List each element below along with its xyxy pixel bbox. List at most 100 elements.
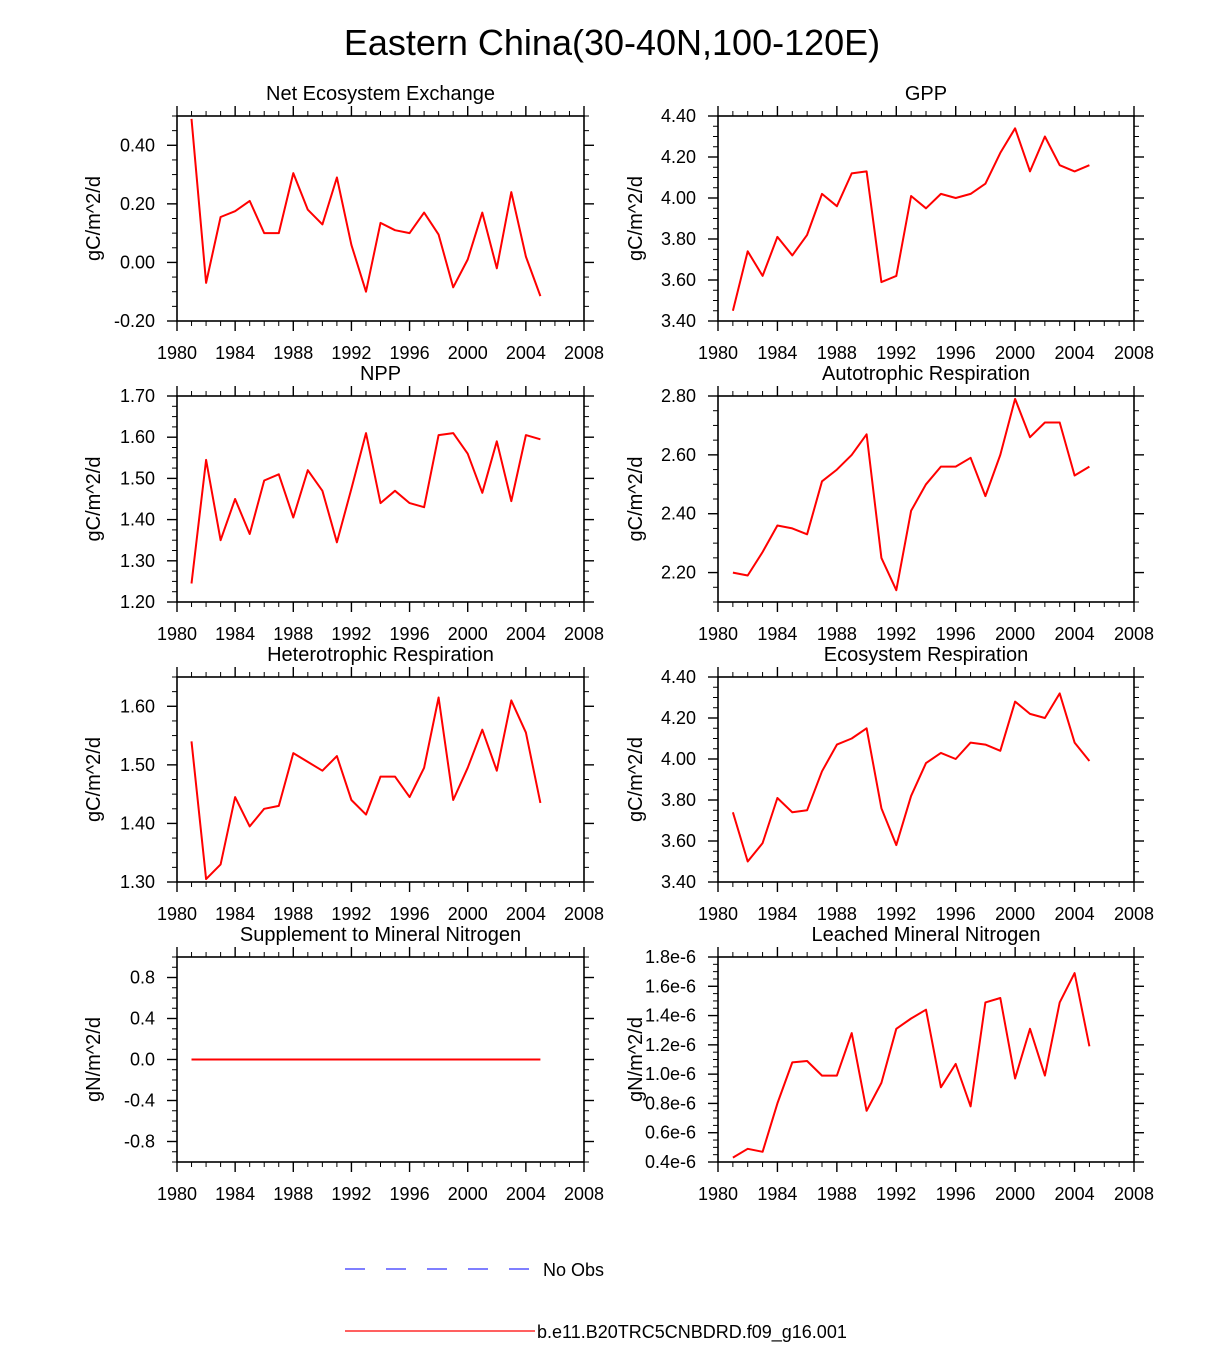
x-tick-label: 1980	[698, 624, 738, 644]
y-tick-label: 4.00	[661, 749, 696, 769]
legend-label: b.e11.B20TRC5CNBDRD.f09_g16.001	[537, 1322, 847, 1343]
x-tick-label: 1984	[215, 343, 255, 363]
legend: No Obs b.e11.B20TRC5CNBDRD.f09_g16.001	[345, 1260, 847, 1343]
x-tick-label: 1988	[817, 624, 857, 644]
y-tick-label: 1.30	[120, 872, 155, 892]
y-tick-label: 1.50	[120, 755, 155, 775]
series-line	[190, 432, 541, 584]
x-tick-label: 2008	[1114, 904, 1154, 924]
x-tick-label: 1988	[817, 343, 857, 363]
panel-title: Ecosystem Respiration	[824, 644, 1029, 666]
legend-item-2: b.e11.B20TRC5CNBDRD.f09_g16.001	[345, 1322, 847, 1343]
panel-title: Heterotrophic Respiration	[267, 644, 494, 666]
x-tick-label: 1980	[698, 343, 738, 363]
x-tick-label: 1992	[876, 624, 916, 644]
x-tick-label: 2004	[1055, 343, 1095, 363]
y-tick-label: 3.60	[661, 831, 696, 851]
y-tick-label: 4.40	[661, 106, 696, 126]
y-tick-label: 1.2e-6	[645, 1035, 696, 1055]
series-line	[190, 118, 542, 297]
x-tick-label: 1996	[390, 904, 430, 924]
x-tick-label: 1988	[273, 343, 313, 363]
y-tick-label: -0.8	[124, 1132, 155, 1152]
x-tick-label: 1984	[215, 904, 255, 924]
series-line	[732, 397, 1090, 592]
x-tick-label: 1992	[876, 1184, 916, 1204]
legend-item-1: No Obs	[345, 1260, 604, 1280]
x-tick-label: 1984	[757, 904, 797, 924]
y-tick-label: 1.60	[120, 696, 155, 716]
y-tick-label: 1.30	[120, 551, 155, 571]
x-tick-label: 2008	[1114, 1184, 1154, 1204]
x-tick-label: 1992	[331, 624, 371, 644]
panels: Net Ecosystem Exchange 1980 1984 1988 1992 19…	[83, 83, 1154, 1204]
chart-panel-2: GPP 1980 1984 1988 1992 1996 2000 2004 2008 3.40 3…	[625, 83, 1154, 363]
x-tick-label: 1992	[331, 904, 371, 924]
x-tick-label: 1996	[936, 624, 976, 644]
y-tick-label: 0.0	[130, 1050, 155, 1070]
x-tick-label: 2004	[1055, 1184, 1095, 1204]
y-tick-label: 3.80	[661, 790, 696, 810]
y-tick-label: 3.80	[661, 229, 696, 249]
y-tick-label: 1.6e-6	[645, 976, 696, 996]
panel-title: GPP	[905, 83, 947, 105]
panel-title: Net Ecosystem Exchange	[266, 83, 495, 105]
x-tick-label: 2008	[564, 1184, 604, 1204]
y-tick-label: 3.40	[661, 872, 696, 892]
y-axis-label: gC/m^2/d	[625, 737, 647, 822]
x-tick-label: 1996	[936, 904, 976, 924]
series-line	[731, 692, 1091, 863]
panel-title: Leached Mineral Nitrogen	[811, 924, 1040, 946]
x-tick-label: 2008	[564, 343, 604, 363]
x-tick-label: 1988	[817, 904, 857, 924]
series-line	[731, 127, 1090, 311]
y-tick-label: 4.00	[661, 188, 696, 208]
y-axis-label: gN/m^2/d	[625, 1017, 647, 1102]
x-tick-label: 1980	[157, 624, 197, 644]
x-tick-label: 2000	[448, 904, 488, 924]
y-tick-label: 0.00	[120, 252, 155, 272]
series-line	[190, 696, 542, 881]
y-tick-label: 0.8	[130, 968, 155, 988]
x-tick-label: 1984	[757, 343, 797, 363]
x-tick-label: 1996	[936, 1184, 976, 1204]
x-tick-label: 1984	[757, 1184, 797, 1204]
x-tick-label: 1996	[390, 624, 430, 644]
chart-panel-5: Heterotrophic Respiration 1980 1984 1988 199…	[83, 644, 604, 924]
y-axis-label: gC/m^2/d	[625, 457, 647, 542]
x-tick-label: 1980	[157, 1184, 197, 1204]
y-tick-label: -0.4	[124, 1091, 155, 1111]
chart-panel-7: Supplement to Mineral Nitrogen 1980 1984 19…	[83, 924, 604, 1204]
x-tick-label: 2008	[564, 624, 604, 644]
y-axis-label: gN/m^2/d	[83, 1017, 105, 1102]
y-tick-label: 3.40	[661, 311, 696, 331]
x-tick-label: 1988	[273, 904, 313, 924]
panel-title: Supplement to Mineral Nitrogen	[240, 924, 521, 946]
y-tick-label: 1.40	[120, 510, 155, 530]
y-tick-label: 0.40	[120, 135, 155, 155]
x-tick-label: 2008	[1114, 624, 1154, 644]
y-tick-label: 3.60	[661, 270, 696, 290]
x-tick-label: 2000	[448, 343, 488, 363]
y-axis-label: gC/m^2/d	[83, 457, 105, 542]
y-tick-label: 0.4	[130, 1009, 155, 1029]
plot-frame	[717, 395, 1135, 603]
x-tick-label: 1984	[757, 624, 797, 644]
x-tick-label: 2004	[506, 1184, 546, 1204]
x-tick-label: 1988	[273, 1184, 313, 1204]
chart-panel-6: Ecosystem Respiration 1980 1984 1988 1992 199…	[625, 644, 1154, 924]
x-tick-label: 1992	[876, 343, 916, 363]
y-tick-label: 4.40	[661, 667, 696, 687]
y-tick-label: 4.20	[661, 708, 696, 728]
x-tick-label: 2000	[995, 624, 1035, 644]
x-tick-label: 1996	[390, 343, 430, 363]
x-tick-label: 2004	[1055, 624, 1095, 644]
plot-frame	[176, 676, 585, 883]
x-tick-label: 1992	[331, 1184, 371, 1204]
y-tick-label: 1.4e-6	[645, 1006, 696, 1026]
y-tick-label: 2.40	[661, 504, 696, 524]
x-tick-label: 1980	[698, 1184, 738, 1204]
chart-panel-1: Net Ecosystem Exchange 1980 1984 1988 1992 19…	[83, 83, 604, 363]
y-tick-label: 1.8e-6	[645, 947, 696, 967]
